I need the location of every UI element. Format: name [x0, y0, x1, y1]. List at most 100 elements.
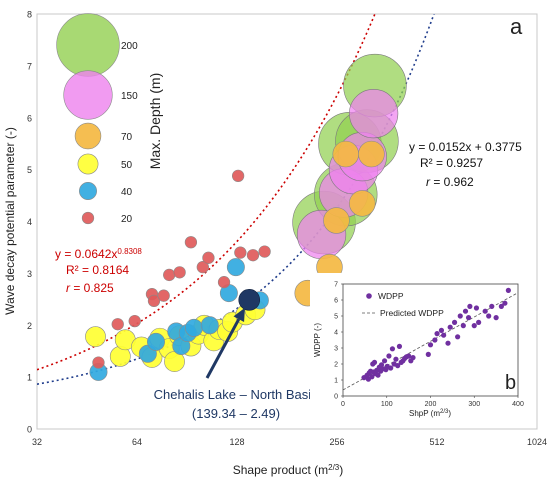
data-point-depth-20 — [163, 268, 176, 282]
inset-data-point — [447, 324, 453, 330]
scatter-points-b — [361, 287, 511, 382]
scatter-points-a — [85, 53, 407, 381]
data-point-depth-20 — [111, 318, 124, 331]
data-point-depth-20 — [147, 294, 161, 308]
size-legend-label-200: 200 — [121, 41, 138, 52]
x-tick-label-b: 400 — [512, 401, 524, 408]
y-tick-label-a: 8 — [27, 10, 32, 20]
size-legend: 200 150 70 50 40 20 — [56, 13, 138, 225]
x-tick-label-b: 300 — [468, 401, 480, 408]
power-fit-formula: y = 0.0642x0.8308 — [55, 247, 142, 262]
y-tick-label-b: 1 — [334, 378, 338, 385]
y-tick-label-a: 6 — [27, 113, 32, 123]
data-point-depth-20 — [128, 314, 141, 328]
y-tick-label-a: 7 — [27, 61, 32, 71]
inset-data-point — [489, 303, 495, 309]
size-legend-label-50: 50 — [121, 160, 133, 171]
inset-data-point — [378, 362, 385, 368]
x-tick-labels-a: 32 64 128 256 512 1024 — [32, 437, 547, 447]
inset-data-point — [498, 303, 504, 309]
inset-data-point — [457, 313, 463, 319]
data-point-depth-40 — [200, 316, 219, 335]
x-tick-label-a: 1024 — [527, 437, 547, 447]
inset-data-point — [505, 287, 511, 293]
inset-data-point — [375, 372, 381, 378]
data-point-depth-40 — [147, 332, 165, 351]
size-legend-marker-20 — [81, 211, 95, 225]
highlight-label-values: (139.34 – 2.49) — [192, 406, 280, 421]
data-point-depth-70 — [332, 140, 359, 168]
highlight-point — [238, 289, 261, 311]
power-fit-r2: R² = 0.8164 — [66, 263, 129, 277]
data-point-depth-70 — [358, 140, 385, 168]
inset-data-point — [471, 323, 477, 329]
data-point-depth-20 — [157, 289, 170, 302]
inset-data-point — [445, 340, 451, 346]
data-point-depth-20 — [196, 261, 209, 274]
inset-data-point — [473, 305, 480, 311]
data-point-depth-20 — [231, 169, 245, 182]
y-tick-label-b: 7 — [334, 282, 338, 289]
y-tick-label-b: 2 — [334, 362, 338, 369]
y-tick-labels-a: 0 1 2 3 4 5 6 7 8 — [27, 10, 32, 435]
data-point-depth-20 — [202, 251, 215, 264]
data-point-depth-150 — [349, 89, 399, 139]
inset-data-point — [467, 303, 473, 309]
inset-legend: WDPP Predicted WDPP — [362, 291, 444, 318]
data-point-depth-70 — [349, 190, 376, 217]
inset-data-point — [462, 308, 469, 314]
inset-data-point — [476, 319, 482, 325]
panel-label-b: b — [505, 372, 516, 394]
y-tick-labels-b: 0 1 2 3 4 5 6 7 — [334, 282, 343, 401]
inset-panel: 0 1 2 3 4 5 6 7 0 100 200 300 400 WDPP (-) ShpP (m2… — [310, 273, 525, 420]
size-legend-label-70: 70 — [121, 132, 133, 143]
inset-legend-series: WDPP — [378, 291, 404, 301]
linear-fit-formula: y = 0.0152x + 0.3775 — [409, 140, 522, 154]
data-point-depth-20 — [246, 249, 260, 262]
power-fit-r: r = 0.825 — [66, 281, 114, 295]
y-axis-title-b: WDPP (-) — [313, 323, 322, 357]
size-legend-label-20: 20 — [121, 214, 133, 225]
inset-data-point — [482, 308, 488, 314]
y-tick-label-b: 0 — [334, 394, 338, 401]
size-legend-marker-150 — [63, 70, 113, 120]
size-legend-marker-200 — [56, 13, 120, 77]
inset-data-point — [493, 315, 499, 321]
y-tick-label-a: 2 — [27, 321, 32, 331]
power-fit-equation: y = 0.0642x0.8308 R² = 0.8164 r = 0.825 — [55, 247, 142, 296]
panel-label-a: a — [510, 14, 523, 39]
size-legend-label-150: 150 — [121, 91, 138, 102]
y-tick-label-a: 1 — [27, 373, 32, 383]
data-point-depth-70 — [323, 207, 350, 234]
inset-data-point — [441, 332, 447, 338]
x-tick-label-a: 512 — [429, 437, 444, 447]
data-point-depth-20 — [258, 245, 271, 258]
inset-data-point — [438, 327, 445, 333]
inset-data-point — [427, 342, 434, 348]
inset-data-point — [502, 300, 508, 306]
inset-data-point — [465, 315, 472, 321]
size-legend-label-40: 40 — [121, 187, 133, 198]
inset-data-point — [486, 313, 492, 319]
x-tick-label-a: 32 — [32, 437, 42, 447]
size-legend-marker-70 — [74, 122, 102, 150]
inset-data-point — [432, 337, 438, 343]
highlight-arrow — [205, 318, 241, 379]
highlight-label-name: Chehalis Lake – North Basin — [154, 387, 319, 402]
data-point-depth-40 — [185, 318, 203, 337]
inset-data-point — [396, 343, 403, 349]
size-legend-marker-40 — [79, 182, 97, 200]
inset-data-point — [425, 351, 431, 357]
x-axis-title-a: Shape product (m2/3) — [233, 463, 344, 478]
y-tick-label-a: 5 — [27, 165, 32, 175]
linear-fit-r2: R² = 0.9257 — [420, 156, 483, 170]
x-tick-label-b: 0 — [341, 401, 345, 408]
y-tick-label-a: 0 — [27, 425, 32, 435]
inset-data-point — [388, 365, 394, 371]
data-point-depth-20 — [184, 236, 198, 249]
y-axis-title-a: Wave decay potential parameter (-) — [3, 127, 17, 315]
data-point-depth-20 — [234, 246, 247, 259]
x-tick-label-b: 200 — [425, 401, 437, 408]
